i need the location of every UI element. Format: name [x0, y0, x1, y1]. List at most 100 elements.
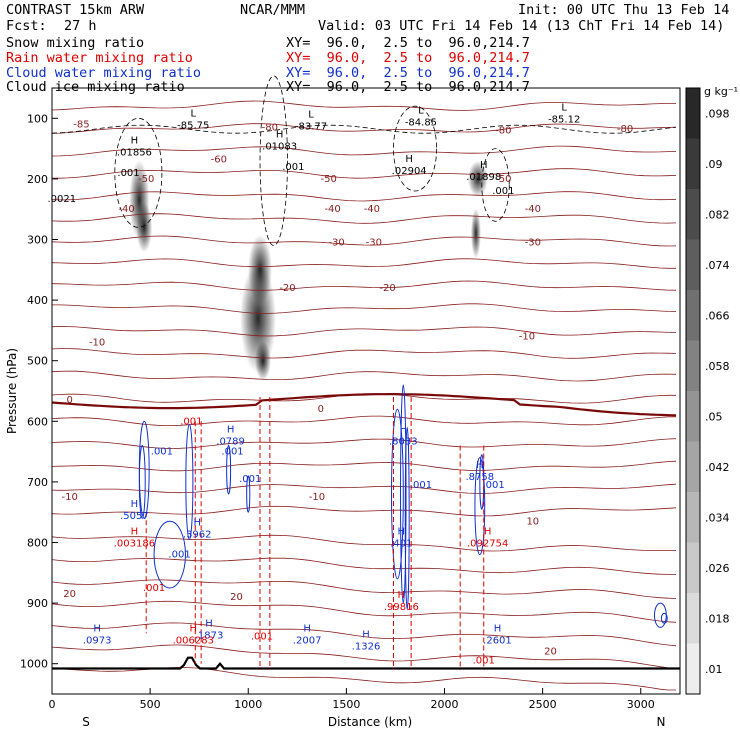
temperature-contour — [51, 460, 677, 472]
y-axis-label: Pressure (hPa) — [5, 348, 19, 434]
extremum-marker: H — [131, 499, 139, 510]
y-tick-label: 100 — [27, 112, 48, 125]
cloud-water-contour — [474, 457, 486, 556]
cloud-ice-contour — [114, 117, 163, 228]
colorbar-segment — [686, 189, 700, 240]
temperature-label: -40 — [324, 204, 340, 215]
extremum-value: .092754 — [467, 539, 508, 550]
temperature-label: -10 — [309, 492, 325, 503]
extremum-marker: H — [227, 425, 235, 436]
temperature-label: -30 — [328, 238, 344, 249]
extremum-marker: L — [191, 108, 197, 119]
cloud-ice-contours — [51, 75, 677, 246]
temperature-contour — [51, 438, 677, 449]
cloud-water-contour — [153, 520, 186, 589]
y-tick-label: 700 — [27, 476, 48, 489]
colorbar-label: .018 — [705, 612, 730, 625]
contour-value-label: .001 — [151, 447, 173, 458]
field-snow-xy: XY= 96.0, 2.5 to 96.0,214.7 — [286, 35, 530, 51]
zero-degree-contour — [51, 393, 677, 417]
colorbar-units: g kg⁻¹ — [704, 85, 738, 98]
extremum-marker: H — [303, 623, 311, 634]
colorbar-label: .066 — [705, 309, 730, 322]
tropopause-contour — [51, 124, 677, 134]
contour-value-label: .001 — [143, 583, 165, 594]
colorbar-label: .074 — [705, 259, 730, 272]
colorbar-label: .01 — [705, 663, 723, 676]
temperature-label: -20 — [379, 283, 395, 294]
extremum-marker: H — [398, 527, 406, 538]
snow-shading-blob — [248, 234, 273, 305]
x-tick-label: 3000 — [627, 698, 655, 711]
temperature-contour — [51, 191, 677, 202]
extremum-marker: L — [308, 110, 314, 121]
y-tick-label: 200 — [27, 173, 48, 186]
extremum-value: .01856 — [117, 148, 152, 159]
extremum-marker: L — [561, 102, 567, 113]
contour-value-label: .001 — [473, 656, 495, 667]
field-rain-xy: XY= 96.0, 2.5 to 96.0,214.7 — [286, 50, 530, 66]
temperature-contours — [51, 100, 680, 691]
extremum-marker: H — [480, 160, 488, 171]
temperature-contour — [51, 644, 677, 670]
temperature-contour — [51, 280, 677, 291]
snow-shading-blob — [136, 202, 153, 253]
endpoint-north: N — [657, 715, 666, 729]
colorbar-segment — [686, 88, 700, 139]
field-cloud-water-xy: XY= 96.0, 2.5 to 96.0,214.7 — [286, 65, 530, 81]
colorbar-label: .034 — [705, 511, 730, 524]
extremum-value: .3962 — [183, 529, 212, 540]
temperature-label: 0 — [66, 395, 72, 406]
cloud-water-contour — [246, 475, 251, 513]
colorbar-segment — [686, 643, 700, 694]
extremum-value: .2601 — [483, 635, 512, 646]
extremum-marker: H — [131, 527, 139, 538]
extremum-value: .1873 — [195, 631, 224, 642]
temperature-label: -85 — [73, 119, 89, 130]
extremum-value: .8033 — [389, 437, 418, 448]
temperature-contour — [51, 600, 677, 623]
extremum-marker: H — [131, 136, 139, 147]
y-tick-label: 900 — [27, 597, 48, 610]
contour-value-label: .001 — [492, 186, 514, 197]
extremum-marker: L — [418, 105, 424, 116]
extremum-marker: H — [276, 130, 284, 141]
temperature-label: -80 — [617, 124, 633, 135]
ground-line — [52, 656, 680, 670]
contour-labels: -85 -80 -80 -80 -60 -50 -50 -50 -40 -40 -40 -40 -30 -… — [47, 102, 633, 666]
colorbar-segment — [686, 340, 700, 391]
temperature-contour — [51, 123, 677, 134]
temperature-contour — [51, 557, 676, 575]
contour-value-label: .001 — [168, 550, 190, 561]
colorbar-segment — [686, 593, 700, 644]
extremum-value: .99816 — [384, 602, 419, 613]
contour-value-label: .0021 — [47, 194, 76, 205]
extremum-value: -85.12 — [548, 114, 580, 125]
cloud-ice-contour — [393, 105, 438, 192]
temperature-contour — [51, 348, 677, 359]
contour-value-label: .001 — [282, 162, 304, 173]
center-label: NCAR/MMM — [240, 2, 306, 18]
extremum-value: .01898 — [466, 172, 501, 183]
temperature-contour — [51, 213, 677, 224]
colorbar-frame — [685, 87, 701, 695]
temperature-contour — [51, 258, 676, 269]
colorbar-label: .058 — [705, 360, 730, 373]
field-rain-name: Rain water mixing ratio — [6, 50, 193, 66]
extremum-value: .8758 — [466, 472, 495, 483]
cloud-water-contour — [404, 426, 410, 610]
model-title: CONTRAST 15km ARW — [6, 2, 145, 18]
cloud-water-contours — [138, 384, 668, 628]
temperature-label: -40 — [525, 204, 541, 215]
colorbar-segment — [686, 138, 700, 189]
extremum-value: -85.75 — [177, 120, 209, 131]
temperature-label: -80 — [495, 125, 511, 136]
temperature-label: 0 — [318, 404, 324, 415]
extremum-value: .0789 — [216, 437, 245, 448]
extremum-marker: H — [476, 460, 484, 471]
cloud-water-contour — [660, 612, 668, 624]
colorbar: .01 .018 .026 .034 .042 .05 .058 .066 .074 .082 .0… — [685, 87, 730, 695]
temperature-contour — [51, 505, 677, 517]
plot-frame — [51, 87, 681, 695]
colorbar-segment — [686, 239, 700, 290]
